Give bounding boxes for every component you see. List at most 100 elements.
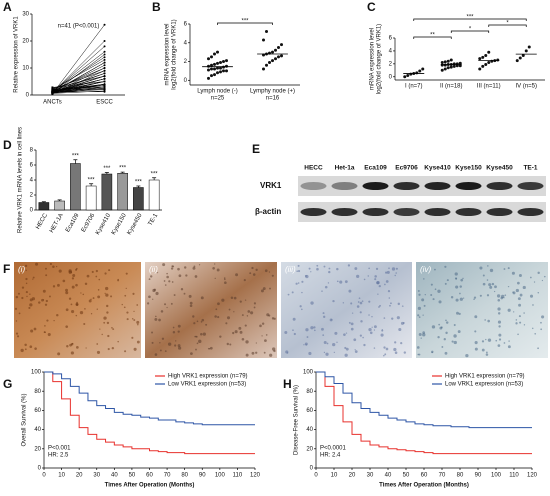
cell-nucleus	[92, 297, 95, 300]
point	[527, 45, 531, 49]
cell-nucleus	[133, 347, 137, 351]
cell-nucleus	[91, 270, 94, 273]
y-axis-title: mRNA expression level	[370, 28, 376, 90]
cell-nucleus	[25, 277, 28, 281]
cell-nucleus	[45, 299, 48, 303]
cell-nucleus	[58, 269, 62, 273]
cell-nucleus	[391, 267, 396, 271]
x-tick-note: n=25	[211, 96, 225, 102]
cell-nucleus	[363, 278, 366, 281]
cell-nucleus	[24, 343, 27, 347]
point	[222, 60, 225, 64]
cell-nucleus	[373, 347, 376, 349]
panel-letter: A	[3, 0, 12, 14]
cell-nucleus	[205, 323, 208, 326]
cell-nucleus	[434, 288, 437, 291]
histology-image	[14, 262, 141, 358]
cell-nucleus	[268, 314, 271, 317]
point	[51, 90, 54, 93]
panel-letter: G	[3, 377, 12, 391]
significance-label: *	[506, 21, 509, 27]
cell-nucleus	[417, 306, 422, 311]
band	[486, 182, 513, 190]
cell-nucleus	[260, 289, 264, 293]
cell-nucleus	[154, 353, 158, 356]
cell-nucleus	[301, 280, 304, 283]
cell-nucleus	[230, 296, 234, 300]
cell-nucleus	[358, 297, 361, 300]
cell-nucleus	[485, 353, 489, 356]
x-tick-label: 80	[181, 473, 188, 479]
cell-nucleus	[57, 352, 61, 356]
cell-nucleus	[518, 315, 521, 318]
cell-nucleus	[264, 339, 267, 342]
band	[331, 182, 358, 190]
cell-nucleus	[357, 301, 360, 303]
cell-nucleus	[474, 341, 478, 345]
cell-nucleus	[356, 305, 360, 308]
point	[440, 68, 444, 72]
y-tick-label: 8	[30, 148, 34, 154]
point	[103, 64, 106, 67]
y-axis-title: Relative VRK1 mRNA levels in cell lines	[18, 127, 24, 233]
y-tick-label: 40	[34, 427, 41, 433]
cell-nucleus	[69, 343, 73, 347]
cell-nucleus	[390, 302, 392, 305]
cell-nucleus	[482, 282, 486, 286]
cell-nucleus	[313, 326, 316, 329]
cell-nucleus	[97, 295, 101, 299]
cell-nucleus	[106, 311, 109, 314]
cell-nucleus	[287, 293, 290, 296]
cell-nucleus	[445, 319, 447, 322]
cell-nucleus	[268, 271, 271, 273]
pair-line	[52, 40, 105, 94]
cell-nucleus	[33, 327, 37, 331]
cell-nucleus	[494, 285, 497, 289]
cell-nucleus	[200, 296, 204, 300]
band	[424, 182, 451, 190]
significance-label: ***	[151, 171, 159, 177]
y-axis-title: log2(fold change of VRK1)	[172, 19, 178, 89]
cell-nucleus	[541, 279, 544, 282]
cell-nucleus	[394, 274, 396, 277]
cell-nucleus	[515, 288, 519, 293]
cell-nucleus	[383, 317, 386, 319]
cell-nucleus	[29, 303, 33, 307]
western-blot: E VRK1 β-actin HECC Het-1a Eca109 Ec9706 Kys…	[252, 142, 546, 222]
cell-nucleus	[291, 291, 294, 294]
cell-nucleus	[455, 278, 457, 280]
cell-nucleus	[71, 277, 75, 280]
cell-nucleus	[458, 312, 461, 315]
cell-nucleus	[255, 342, 257, 344]
cell-nucleus	[423, 278, 425, 280]
cell-nucleus	[14, 307, 18, 310]
survival-curve	[44, 371, 255, 426]
cell-nucleus	[308, 267, 311, 270]
cell-nucleus	[459, 297, 463, 301]
cell-nucleus	[497, 320, 502, 324]
cell-nucleus	[497, 344, 501, 347]
point	[446, 59, 450, 63]
x-tick-label: 50	[403, 473, 410, 479]
cell-nucleus	[343, 333, 346, 336]
cell-nucleus	[261, 322, 265, 325]
y-tick-label: 4	[30, 178, 34, 184]
cell-nucleus	[498, 325, 501, 328]
cell-nucleus	[233, 296, 237, 300]
cell-nucleus	[107, 334, 110, 338]
cell-nucleus	[269, 287, 271, 290]
cell-nucleus	[459, 292, 461, 295]
y-tick-label: 20	[34, 446, 41, 452]
panel-letter: C	[367, 0, 376, 14]
cell-nucleus	[244, 324, 247, 327]
cell-nucleus	[362, 336, 364, 339]
cell-nucleus	[38, 301, 41, 304]
cell-nucleus	[224, 281, 227, 284]
cell-nucleus	[177, 267, 180, 271]
panel-letter: H	[283, 377, 292, 391]
x-tick-label: 80	[457, 473, 464, 479]
row-label: β-actin	[255, 207, 281, 216]
cell-nucleus	[418, 293, 421, 296]
cell-nucleus	[171, 281, 174, 283]
survival-curve	[316, 371, 532, 429]
